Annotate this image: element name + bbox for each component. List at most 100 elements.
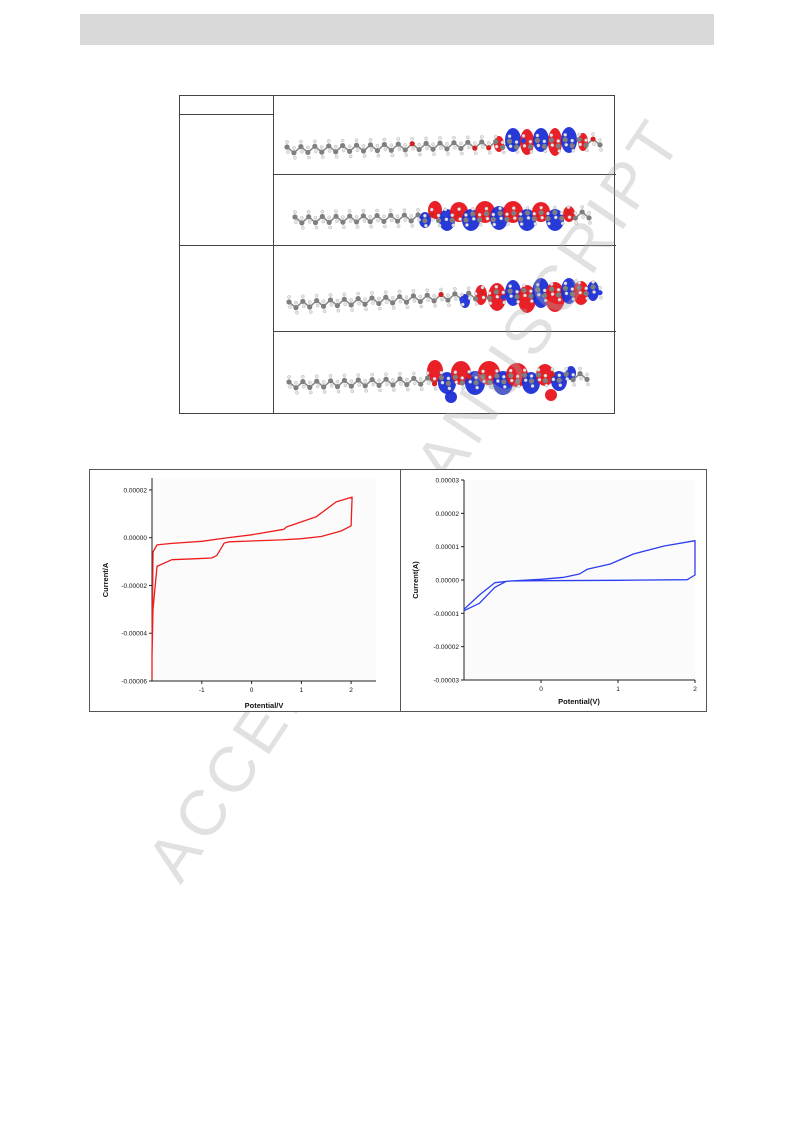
atom [449, 217, 455, 223]
hydrogen-atom [356, 291, 360, 296]
hydrogen-atom [544, 383, 549, 388]
atom [479, 139, 485, 145]
atom [410, 293, 416, 299]
atom [542, 378, 549, 384]
atom [563, 371, 569, 377]
hydrogen-atom [535, 133, 540, 138]
atom [463, 217, 469, 223]
hydrogen-atom [453, 287, 457, 291]
hydrogen-atom [411, 289, 416, 293]
hydrogen-atom [392, 388, 396, 392]
cv-series-line [151, 496, 353, 679]
hydrogen-atom [306, 145, 310, 150]
hydrogen-atom [426, 298, 431, 303]
hydrogen-atom [419, 304, 424, 309]
atom [367, 219, 373, 225]
hydrogen-atom [341, 215, 345, 219]
atom [545, 215, 551, 222]
atom [514, 294, 520, 300]
hydrogen-atom [506, 222, 510, 227]
hydrogen-atom [570, 287, 575, 291]
atom [549, 371, 555, 377]
atom [590, 284, 596, 290]
hydrogen-atom [558, 383, 563, 388]
hydrogen-atom [535, 282, 540, 287]
hydrogen-atom [342, 373, 347, 378]
atom [293, 385, 299, 391]
hydrogen-atom [511, 206, 516, 210]
hydrogen-atom [288, 385, 292, 389]
hydrogen-atom [369, 224, 374, 229]
hydrogen-atom [516, 384, 521, 389]
atom [504, 216, 510, 222]
y-tick-label: -0.00006 [121, 679, 147, 686]
hydrogen-atom [355, 225, 360, 229]
hydrogen-atom [315, 384, 320, 389]
hydrogen-atom [314, 225, 319, 230]
hydrogen-atom [537, 378, 542, 382]
hydrogen-atom [514, 140, 519, 144]
atom [431, 381, 438, 387]
hydrogen-atom [532, 212, 537, 216]
atom [291, 150, 297, 156]
hydrogen-atom [536, 292, 541, 297]
hydrogen-atom [509, 378, 514, 383]
hydrogen-atom [584, 286, 588, 291]
hydrogen-atom [354, 138, 359, 143]
atom [362, 383, 368, 389]
hydrogen-atom [570, 138, 574, 143]
molecule [286, 360, 590, 403]
atom [341, 296, 347, 302]
hydrogen-atom [368, 214, 373, 219]
atom [300, 379, 306, 385]
hydrogen-atom [599, 295, 603, 300]
hydrogen-atom [539, 205, 543, 210]
atom [586, 215, 592, 221]
hydrogen-atom [293, 156, 297, 160]
atom [390, 300, 396, 306]
atom [383, 376, 389, 382]
hydrogen-atom [488, 375, 492, 380]
hydrogen-atom [439, 370, 444, 375]
hydrogen-atom [586, 382, 590, 387]
atom [321, 384, 327, 390]
atom [334, 303, 340, 309]
atom [531, 216, 537, 222]
hydrogen-atom [557, 373, 562, 378]
hydrogen-atom [307, 155, 311, 160]
atom [369, 377, 375, 383]
atom [360, 213, 366, 219]
hydrogen-atom [294, 381, 298, 385]
hydrogen-atom [314, 149, 318, 154]
hydrogen-atom [314, 293, 319, 298]
hydrogen-atom [447, 386, 452, 391]
hydrogen-atom [529, 149, 534, 154]
hydrogen-atom [287, 295, 291, 299]
hydrogen-atom [307, 380, 312, 385]
atom [381, 141, 387, 148]
hydrogen-atom [363, 297, 367, 302]
hydrogen-atom [508, 144, 513, 149]
atom [576, 285, 582, 291]
atom [320, 303, 327, 309]
hydrogen-atom [378, 388, 382, 393]
hydrogen-atom [578, 366, 582, 371]
hydrogen-atom [409, 214, 414, 218]
hydrogen-atom [348, 219, 353, 223]
atom [521, 287, 527, 294]
hydrogen-atom [487, 291, 492, 295]
atom [466, 290, 472, 296]
atom [518, 216, 524, 222]
table-divider [180, 245, 616, 246]
hydrogen-atom [404, 153, 409, 157]
hydrogen-atom [567, 215, 572, 220]
atom [493, 289, 499, 295]
hydrogen-atom [391, 378, 395, 382]
hydrogen-atom [340, 138, 345, 143]
atom [422, 218, 428, 224]
hydrogen-atom [571, 373, 575, 377]
atom [397, 376, 403, 382]
hydrogen-atom [370, 372, 374, 377]
hydrogen-atom [465, 223, 469, 227]
hydrogen-atom [564, 291, 569, 296]
